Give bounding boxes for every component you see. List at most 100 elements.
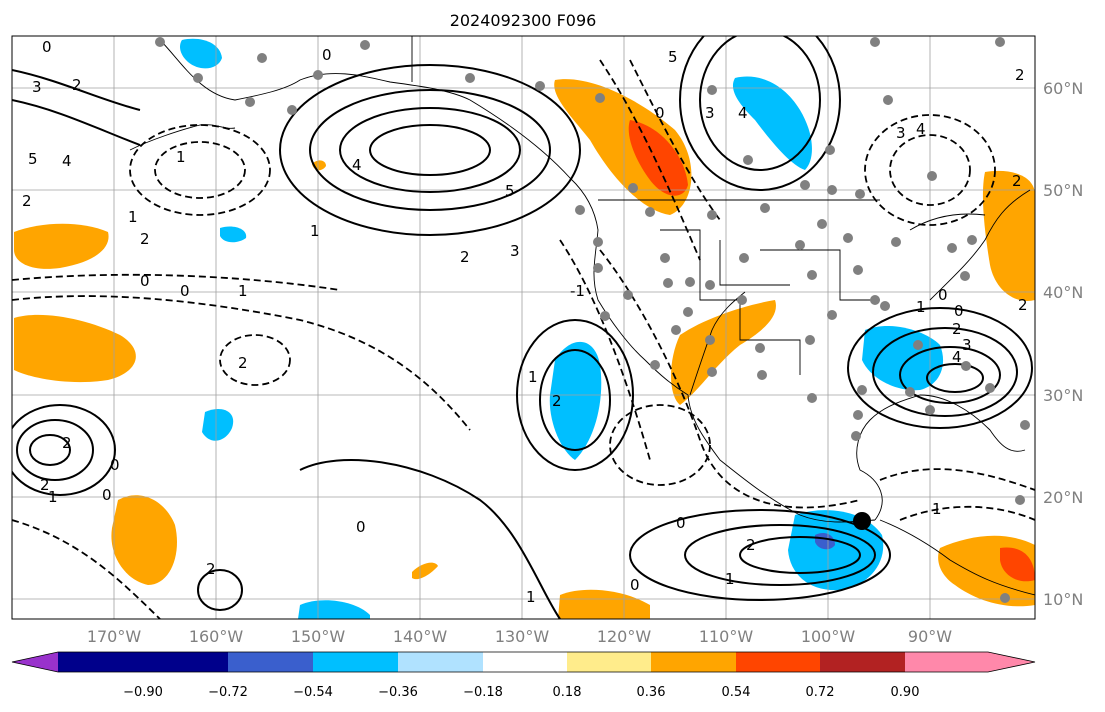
contour-label: 1 — [526, 588, 536, 606]
colorbar-segment — [398, 652, 483, 672]
positive-anomaly-region — [671, 300, 776, 405]
contour-label: 2 — [206, 560, 216, 578]
contour-label: 4 — [352, 156, 362, 174]
contour-label: 5 — [28, 150, 38, 168]
colorbar-segment — [736, 652, 820, 672]
colorbar-segment — [651, 652, 736, 672]
negative-anomaly-region — [220, 226, 247, 243]
strong-positive-region — [1000, 547, 1035, 582]
colorbar-segment — [988, 652, 1035, 672]
contour-label: 5 — [505, 182, 515, 200]
colorbar-segment — [143, 652, 228, 672]
longitude-label: 100°W — [801, 627, 856, 646]
longitude-label: 140°W — [393, 627, 448, 646]
colorbar-segment — [567, 652, 651, 672]
contour-label: 2 — [140, 230, 150, 248]
contour-label: 0 — [676, 514, 686, 532]
map-panel: 0 3 2 5 4 1 2 1 0 1 2 3 4 5 2 1 0 0 2 2 — [11, 35, 1036, 620]
negative-anomaly-region — [732, 76, 812, 170]
positive-anomaly-region — [14, 314, 136, 383]
colorbar-tick-label: 0.36 — [637, 685, 666, 700]
colorbar-tick-label: −0.90 — [123, 685, 163, 700]
highlight-marker — [853, 512, 871, 530]
latitude-label: 10°N — [1043, 590, 1083, 609]
colorbar-tick-label: −0.54 — [293, 685, 333, 700]
contour-label: 1 — [916, 298, 926, 316]
contour-lines — [12, 36, 1035, 619]
negative-anomaly-region — [180, 38, 222, 69]
positive-anomaly-region — [14, 223, 109, 269]
contour-label: 3 — [510, 242, 520, 260]
contour-label: 3 — [896, 124, 906, 142]
contour-label: 2 — [746, 536, 756, 554]
latitude-label: 40°N — [1043, 283, 1083, 302]
contour-label: 2 — [552, 392, 562, 410]
longitude-label: 150°W — [291, 627, 346, 646]
colorbar-segment — [58, 652, 143, 672]
longitude-label: 90°W — [908, 627, 952, 646]
contour-label: 2 — [238, 354, 248, 372]
colorbar-tick-label: −0.72 — [208, 685, 248, 700]
longitude-label: 130°W — [495, 627, 550, 646]
contour-label: 1 — [238, 282, 248, 300]
negative-anomaly-region — [788, 510, 884, 591]
contour-label: 0 — [954, 302, 964, 320]
contour-label: 2 — [22, 192, 32, 210]
contour-label: 5 — [668, 48, 678, 66]
contour-label: 2 — [40, 476, 50, 494]
contour-label: 0 — [42, 38, 52, 56]
contour-label: 2 — [62, 434, 72, 452]
contour-label: 2 — [72, 76, 82, 94]
contour-label: 0 — [322, 46, 332, 64]
positive-anomaly-region — [412, 562, 438, 580]
contour-label: 1 — [128, 208, 138, 226]
longitude-labels: 170°W 160°W 150°W 140°W 130°W 120°W 110°… — [87, 627, 952, 646]
negative-anomaly-region — [862, 325, 944, 391]
strong-positive-region — [628, 120, 688, 196]
contour-label: 3 — [705, 104, 715, 122]
longitude-label: 110°W — [699, 627, 754, 646]
colorbar-segment — [905, 652, 988, 672]
colorbar-segment — [12, 652, 58, 672]
colorbar-segment — [313, 652, 398, 672]
contour-label: 2 — [1015, 66, 1025, 84]
negative-anomaly-region — [202, 408, 234, 441]
station-markers — [155, 37, 1030, 603]
positive-anomaly-region — [558, 589, 650, 619]
map-gridlines — [12, 36, 1035, 619]
latitude-labels: 60°N 50°N 40°N 30°N 20°N 10°N — [1043, 79, 1083, 609]
figure-title: 2024092300 F096 — [450, 11, 597, 30]
colorbar-segment — [483, 652, 567, 672]
colorbar-segment — [820, 652, 905, 672]
negative-anomaly-region — [549, 341, 602, 460]
longitude-label: 160°W — [189, 627, 244, 646]
contour-label: 0 — [102, 486, 112, 504]
contour-label: 4 — [952, 348, 962, 366]
contour-label: 2 — [1018, 296, 1028, 314]
longitude-label: 170°W — [87, 627, 142, 646]
contour-label: 2 — [952, 320, 962, 338]
contour-label: 0 — [356, 518, 366, 536]
negative-anomaly-region — [298, 600, 370, 619]
contour-labels: 0 3 2 5 4 1 2 1 0 1 2 3 4 5 2 1 0 0 2 2 — [22, 38, 1028, 606]
positive-anomaly-region — [982, 170, 1035, 301]
positive-anomaly-region — [111, 495, 177, 585]
colorbar-tick-label: −0.36 — [378, 685, 418, 700]
contour-label: 3 — [32, 78, 42, 96]
contour-label: 4 — [916, 120, 926, 138]
map-frame — [11, 35, 1036, 620]
contour-label: 1 — [310, 222, 320, 240]
colorbar-tick-label: 0.90 — [891, 685, 920, 700]
contour-label: 0 — [655, 104, 665, 122]
contour-label: 2 — [1012, 172, 1022, 190]
contour-label: 4 — [738, 104, 748, 122]
contour-label: 2 — [460, 248, 470, 266]
colorbar-tick-label: 0.18 — [553, 685, 582, 700]
contour-label: 0 — [110, 456, 120, 474]
contour-label: 0 — [140, 272, 150, 290]
colorbar-outline — [11, 651, 1036, 673]
contour-label: 0 — [938, 286, 948, 304]
colorbar: −0.90 −0.72 −0.54 −0.36 −0.18 0.18 0.36 … — [11, 651, 1036, 700]
contour-label: 1 — [528, 368, 538, 386]
